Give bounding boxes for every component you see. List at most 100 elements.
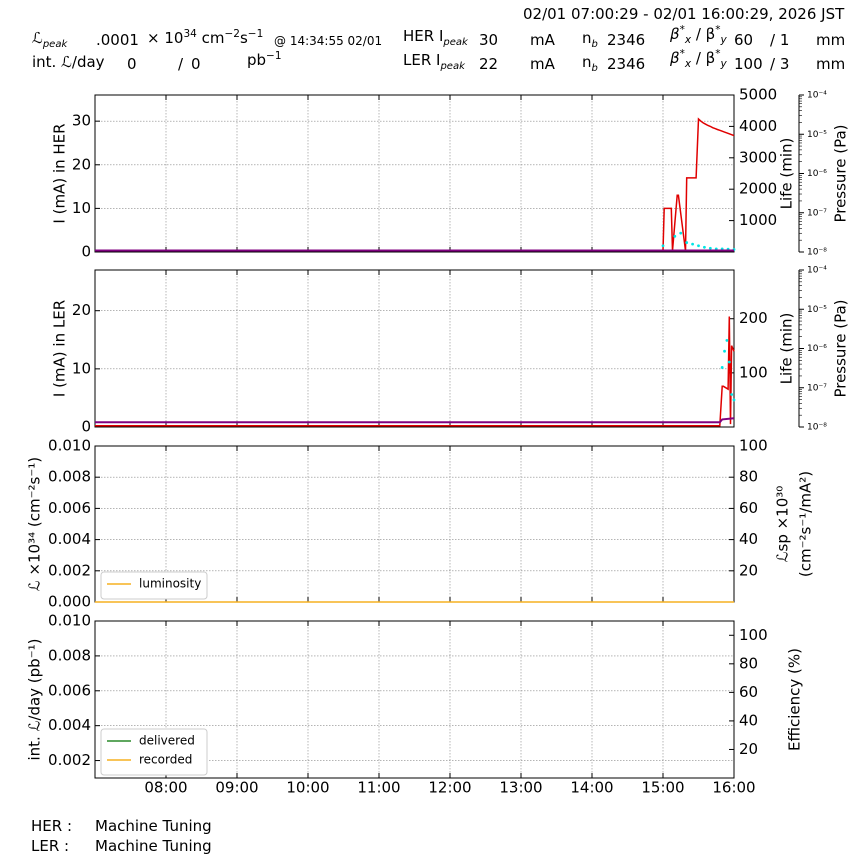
ler-beta-label: β*x / β*y bbox=[670, 48, 727, 70]
y-tick-label: 0.006 bbox=[48, 681, 91, 699]
y-right-tick-label: 3000 bbox=[739, 148, 777, 166]
pressure-axis-label: Pressure (Pa) bbox=[832, 124, 850, 222]
her-peak-unit: mA bbox=[530, 31, 555, 49]
life-point bbox=[708, 246, 712, 250]
y-right-tick-label: 20 bbox=[739, 740, 758, 758]
int-lum-unit: pb−1 bbox=[247, 50, 282, 69]
x-tick-label: 14:00 bbox=[570, 779, 613, 797]
ler-nb-value: 2346 bbox=[607, 55, 646, 73]
pressure-tick-label: 10⁻⁶ bbox=[807, 344, 827, 354]
y-right-tick-label: 5000 bbox=[739, 86, 777, 104]
y-tick-label: 0.004 bbox=[48, 530, 91, 548]
time-range: 02/01 07:00:29 - 02/01 16:00:29, 2026 JS… bbox=[523, 5, 845, 23]
life-point bbox=[679, 231, 683, 235]
ler-peak-unit: mA bbox=[530, 55, 555, 73]
ler-peak-label: LER Ipeak bbox=[403, 51, 465, 72]
legend-label-recorded: recorded bbox=[139, 753, 192, 767]
x-tick-label: 12:00 bbox=[428, 779, 471, 797]
her-beta-label: β*x / β*y bbox=[670, 24, 727, 46]
ler-nb-label: nb bbox=[582, 53, 598, 74]
y-tick-label: 20 bbox=[72, 155, 91, 173]
current-line bbox=[95, 316, 735, 427]
pressure-tick-label: 10⁻⁸ bbox=[807, 248, 827, 258]
x-tick-label: 13:00 bbox=[499, 779, 542, 797]
y-axis-label: I (mA) in HER bbox=[51, 123, 69, 223]
lum-peak-time: @ 14:34:55 02/01 bbox=[274, 34, 383, 48]
legend-luminosity bbox=[100, 571, 208, 600]
y-tick-label: 0.002 bbox=[48, 751, 91, 769]
her-beta-unit: mm bbox=[816, 31, 846, 49]
y-tick-label: 0 bbox=[81, 243, 91, 261]
ler-peak-value: 22 bbox=[479, 55, 499, 73]
y-right-tick-label: 100 bbox=[739, 626, 768, 644]
y-right-tick-label: 80 bbox=[739, 468, 758, 486]
x-tick-label: 15:00 bbox=[641, 779, 684, 797]
lum-peak-value: .0001 bbox=[96, 31, 139, 49]
y-axis-label: ℒ ×10³⁴ (cm⁻²s⁻¹) bbox=[26, 457, 44, 591]
pressure-tick-label: 10⁻⁵ bbox=[807, 305, 827, 315]
pressure-tick-label: 10⁻⁵ bbox=[807, 130, 827, 140]
her-nb-label: nb bbox=[582, 29, 598, 50]
y-tick-label: 0.008 bbox=[48, 646, 91, 664]
y-right-tick-label: 100 bbox=[739, 437, 768, 455]
y-right-axis-label: Efficiency (%) bbox=[786, 648, 804, 751]
her-beta-y: / 1 bbox=[770, 31, 790, 49]
life-point bbox=[725, 338, 729, 342]
plot-frame bbox=[94, 620, 735, 779]
pressure-tick-label: 10⁻⁷ bbox=[807, 383, 827, 393]
y-right-tick-label: 2000 bbox=[739, 180, 777, 198]
y-tick-label: 0.002 bbox=[48, 561, 91, 579]
y-tick-label: 0.004 bbox=[48, 716, 91, 734]
her-peak-label: HER Ipeak bbox=[403, 27, 468, 48]
y-right-axis-label-line2: (cm⁻²s⁻¹/mA²) bbox=[797, 471, 815, 577]
life-point bbox=[727, 360, 731, 364]
pressure-tick-label: 10⁻⁴ bbox=[807, 91, 827, 101]
pressure-tick-label: 10⁻⁴ bbox=[807, 266, 827, 276]
y-right-tick-label: 80 bbox=[739, 654, 758, 672]
y-tick-label: 30 bbox=[72, 112, 91, 130]
y-right-axis-label: Life (min) bbox=[778, 313, 796, 385]
y-right-tick-label: 100 bbox=[739, 363, 768, 381]
x-tick-label: 10:00 bbox=[286, 779, 329, 797]
y-tick-label: 20 bbox=[72, 301, 91, 319]
lum-peak-unit: × 1034 cm−2s−1 bbox=[147, 28, 264, 47]
pressure-line bbox=[95, 417, 735, 424]
ler-beta-x: 100 bbox=[734, 55, 763, 73]
her-status: Machine Tuning bbox=[95, 817, 212, 835]
her-beta-x: 60 bbox=[734, 31, 754, 49]
pressure-axis-label: Pressure (Pa) bbox=[832, 299, 850, 397]
y-axis-label: int. ℒ/day (pb⁻¹) bbox=[26, 639, 44, 761]
y-tick-label: 10 bbox=[72, 199, 91, 217]
life-point bbox=[732, 398, 736, 402]
y-right-tick-label: 40 bbox=[739, 711, 758, 729]
her-status-label: HER : bbox=[31, 817, 73, 835]
y-right-tick-label: 1000 bbox=[739, 211, 777, 229]
y-right-tick-label: 4000 bbox=[739, 117, 777, 135]
plot-frame bbox=[94, 269, 735, 428]
pressure-tick-label: 10⁻⁸ bbox=[807, 423, 827, 433]
life-point bbox=[720, 366, 724, 369]
ler-status: Machine Tuning bbox=[95, 837, 212, 855]
life-point bbox=[703, 245, 706, 249]
life-point bbox=[673, 234, 677, 238]
y-tick-label: 0 bbox=[81, 418, 91, 436]
y-right-tick-label: 40 bbox=[739, 530, 758, 548]
int-lum-label: int. ℒ/day bbox=[32, 53, 105, 71]
y-right-axis-label: Life (min) bbox=[778, 138, 796, 210]
int-lum-delivered: 0 bbox=[127, 55, 137, 73]
x-tick-label: 08:00 bbox=[144, 779, 187, 797]
life-point bbox=[697, 244, 700, 248]
y-tick-label: 0.006 bbox=[48, 499, 91, 517]
life-point bbox=[723, 349, 726, 353]
current-line bbox=[95, 117, 735, 252]
pressure-tick-label: 10⁻⁷ bbox=[807, 208, 827, 218]
her-peak-value: 30 bbox=[479, 31, 499, 49]
y-tick-label: 10 bbox=[72, 359, 91, 377]
ler-status-label: LER : bbox=[31, 837, 70, 855]
legend-label-delivered: delivered bbox=[139, 734, 195, 748]
ler-beta-y: / 3 bbox=[770, 55, 790, 73]
x-tick-label: 09:00 bbox=[215, 779, 258, 797]
ler-beta-unit: mm bbox=[816, 55, 846, 73]
x-tick-label: 11:00 bbox=[357, 779, 400, 797]
